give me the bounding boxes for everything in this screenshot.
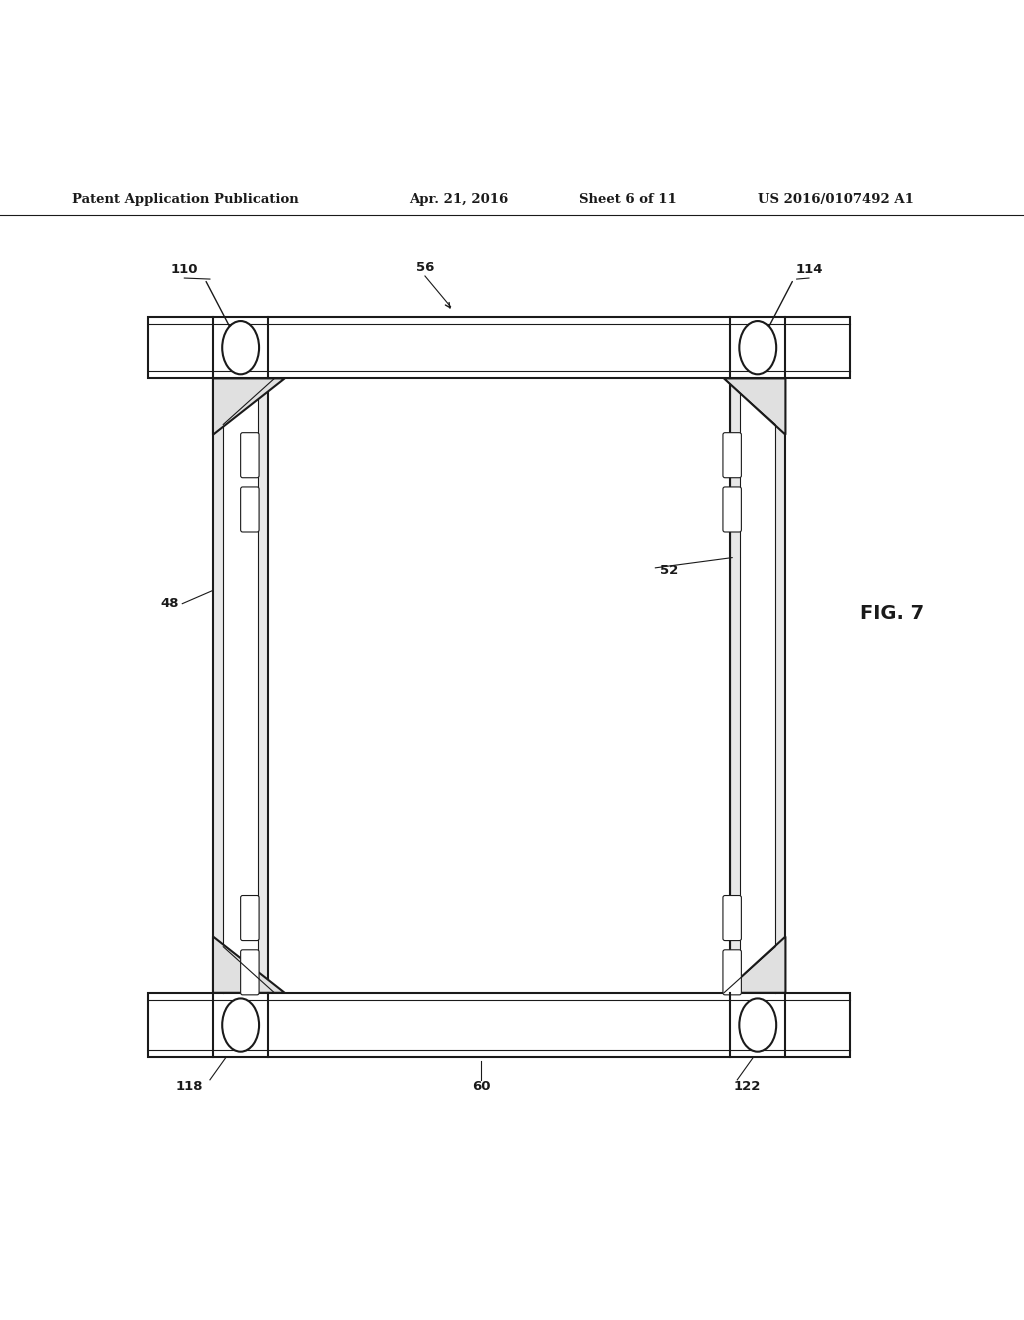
Bar xyxy=(740,379,775,993)
FancyBboxPatch shape xyxy=(241,950,259,995)
Text: 48: 48 xyxy=(161,597,179,610)
Text: 56: 56 xyxy=(416,261,434,275)
Ellipse shape xyxy=(222,321,259,375)
FancyBboxPatch shape xyxy=(241,433,259,478)
Bar xyxy=(148,317,850,379)
Text: FIG. 7: FIG. 7 xyxy=(860,605,925,623)
Bar xyxy=(213,379,268,993)
Bar xyxy=(223,379,258,993)
Text: Patent Application Publication: Patent Application Publication xyxy=(72,193,298,206)
FancyBboxPatch shape xyxy=(723,895,741,941)
Bar xyxy=(730,379,785,993)
FancyBboxPatch shape xyxy=(723,950,741,995)
Text: US 2016/0107492 A1: US 2016/0107492 A1 xyxy=(758,193,913,206)
Polygon shape xyxy=(213,936,285,993)
Polygon shape xyxy=(213,379,285,434)
FancyBboxPatch shape xyxy=(723,433,741,478)
FancyBboxPatch shape xyxy=(723,487,741,532)
Text: 114: 114 xyxy=(796,263,822,276)
Text: 118: 118 xyxy=(176,1080,203,1093)
Bar xyxy=(148,993,850,1057)
Text: 60: 60 xyxy=(472,1080,490,1093)
Ellipse shape xyxy=(739,321,776,375)
Text: 122: 122 xyxy=(734,1080,761,1093)
Ellipse shape xyxy=(222,998,259,1052)
Text: 52: 52 xyxy=(660,565,679,577)
Text: Sheet 6 of 11: Sheet 6 of 11 xyxy=(579,193,676,206)
FancyBboxPatch shape xyxy=(241,487,259,532)
Polygon shape xyxy=(724,379,785,434)
Ellipse shape xyxy=(739,998,776,1052)
Text: Apr. 21, 2016: Apr. 21, 2016 xyxy=(410,193,509,206)
Text: 110: 110 xyxy=(171,263,198,276)
FancyBboxPatch shape xyxy=(241,895,259,941)
Polygon shape xyxy=(724,936,785,993)
